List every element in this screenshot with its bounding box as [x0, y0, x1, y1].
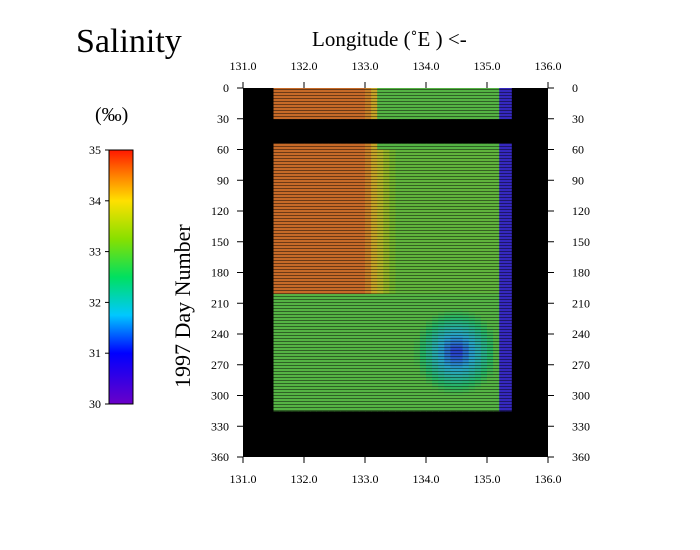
- colorbar-tick-label: 35: [89, 143, 101, 157]
- colorbar-tick-label: 32: [89, 295, 101, 309]
- x-tick-label-top: 132.0: [291, 59, 318, 73]
- x-tick-label-bottom: 134.0: [413, 472, 440, 486]
- y-tick-label-left: 120: [211, 204, 229, 218]
- y-tick-label-right: 90: [572, 173, 584, 187]
- y-tick-label-left: 0: [223, 81, 229, 95]
- y-tick-label-left: 30: [217, 112, 229, 126]
- x-tick-label-top: 136.0: [535, 59, 562, 73]
- colorbar-ticks: 35 34 33 32 31 30: [89, 143, 109, 411]
- y-tick-label-right: 330: [572, 419, 590, 433]
- y-tick-label-right: 180: [572, 266, 590, 280]
- y-tick-label-left: 360: [211, 450, 229, 464]
- heatmap-area: [243, 88, 548, 457]
- y-tick-label-right: 0: [572, 81, 578, 95]
- scanline-overlay: [243, 88, 548, 457]
- x-tick-label-top: 134.0: [413, 59, 440, 73]
- y-tick-label-left: 180: [211, 266, 229, 280]
- y-tick-label-left: 150: [211, 235, 229, 249]
- plot-axes: 131.0 131.0 132.0 132.0 133.0 133.0 134.0 134.0…: [211, 59, 590, 486]
- x-tick-label-bottom: 135.0: [474, 472, 501, 486]
- colorbar-tick-label: 30: [89, 397, 101, 411]
- y-tick-label-left: 300: [211, 389, 229, 403]
- y-tick-label-right: 270: [572, 358, 590, 372]
- y-tick-label-right: 120: [572, 204, 590, 218]
- y-tick-label-left: 330: [211, 419, 229, 433]
- y-tick-label-left: 270: [211, 358, 229, 372]
- x-tick-label-top: 133.0: [352, 59, 379, 73]
- y-tick-label-left: 90: [217, 173, 229, 187]
- x-tick-label-bottom: 136.0: [535, 472, 562, 486]
- y-axis-label: 1997 Day Number: [170, 224, 195, 388]
- colorbar: [108, 149, 134, 405]
- y-tick-label-right: 300: [572, 389, 590, 403]
- x-tick-label-bottom: 132.0: [291, 472, 318, 486]
- y-tick-label-right: 210: [572, 296, 590, 310]
- x-tick-label-top: 135.0: [474, 59, 501, 73]
- y-tick-label-right: 240: [572, 327, 590, 341]
- y-tick-label-left: 60: [217, 143, 229, 157]
- y-tick-label-right: 30: [572, 112, 584, 126]
- x-tick-label-bottom: 133.0: [352, 472, 379, 486]
- colorbar-label: (‰): [95, 104, 128, 126]
- colorbar-tick-label: 31: [89, 346, 101, 360]
- x-tick-label-bottom: 131.0: [230, 472, 257, 486]
- x-axis-label: Longitude (˚E ) <-: [312, 27, 467, 51]
- y-tick-label-right: 150: [572, 235, 590, 249]
- y-tick-label-right: 360: [572, 450, 590, 464]
- chart-title: Salinity: [76, 23, 182, 60]
- y-tick-label-left: 210: [211, 296, 229, 310]
- colorbar-tick-label: 34: [89, 194, 101, 208]
- colorbar-tick-label: 33: [89, 245, 101, 259]
- x-tick-label-top: 131.0: [230, 59, 257, 73]
- y-tick-label-left: 240: [211, 327, 229, 341]
- y-tick-label-right: 60: [572, 143, 584, 157]
